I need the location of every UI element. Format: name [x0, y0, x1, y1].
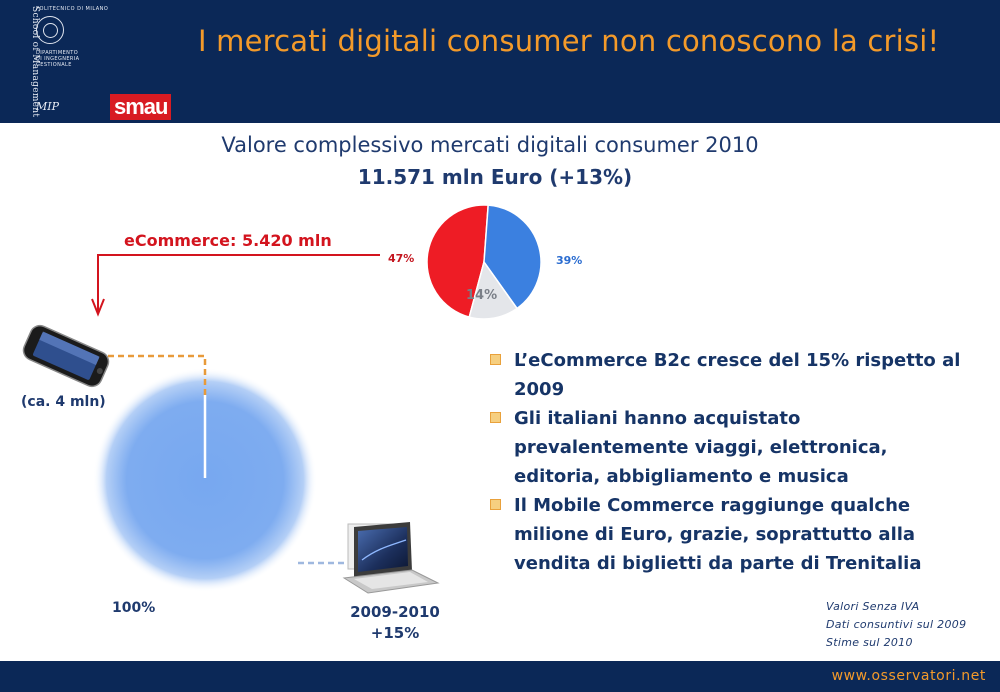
growth-label: 2009-2010 +15%	[340, 602, 450, 644]
bullet-icon	[490, 412, 501, 423]
period-text: 2009-2010	[350, 603, 440, 621]
total-value: 11.571 mln Euro (+13%)	[357, 165, 633, 189]
list-item: Il Mobile Commerce raggiunge qualche mil…	[490, 491, 970, 578]
list-item: L’eCommerce B2c cresce del 15% rispetto …	[490, 346, 970, 404]
bullet-text: L’eCommerce B2c cresce del 15% rispetto …	[514, 350, 961, 400]
pie-slice-other	[468, 260, 519, 320]
phone-connector-line	[108, 354, 207, 395]
bullet-text: Gli italiani hanno acquistato prevalente…	[514, 408, 888, 487]
bullet-icon	[490, 354, 501, 365]
pie-label-ecommerce: 39%	[556, 254, 583, 267]
laptop-icon	[342, 522, 440, 594]
footer-bar: www.osservatori.net	[0, 661, 1000, 692]
smartphone-caption: (ca. 4 mln)	[21, 394, 106, 410]
pie-slice-ecommerce	[483, 204, 542, 310]
ecommerce-circle	[93, 368, 317, 592]
politecnico-text: POLITECNICO DI MILANO	[36, 6, 109, 12]
dipartimento-text: DIPARTIMENTO DI INGEGNERIA GESTIONALE	[36, 50, 80, 68]
list-item: Gli italiani hanno acquistato prevalente…	[490, 404, 970, 491]
header-bar: School of Management POLITECNICO DI MILA…	[0, 0, 1000, 123]
pie-chart	[426, 204, 542, 320]
mip-logo: MIP	[36, 100, 60, 113]
seal-icon	[36, 16, 64, 44]
ecommerce-arrow-line	[97, 254, 380, 300]
bullet-text: Il Mobile Commerce raggiunge qualche mil…	[514, 495, 922, 574]
smartphone-icon	[22, 324, 110, 388]
pie-slice-physical	[426, 204, 489, 318]
pie-label-physical: 47%	[388, 252, 415, 265]
ecommerce-arrow-head	[91, 298, 105, 317]
notes-block: Valori Senza IVA Dati consuntivi sul 200…	[826, 598, 966, 652]
ecommerce-label: eCommerce: 5.420 mln	[124, 231, 332, 250]
chart-title: Valore complessivo mercati digitali cons…	[221, 133, 759, 157]
note-line: Stime sul 2010	[826, 636, 913, 649]
smau-logo: smau	[110, 94, 172, 120]
note-line: Dati consuntivi sul 2009	[826, 618, 967, 631]
growth-text: +15%	[370, 624, 420, 642]
politecnico-logo: School of Management POLITECNICO DI MILA…	[14, 6, 134, 118]
key-findings-list: L’eCommerce B2c cresce del 15% rispetto …	[490, 346, 970, 578]
footer-url: www.osservatori.net	[831, 668, 986, 684]
page-title: I mercati digitali consumer non conoscon…	[198, 24, 940, 58]
bullet-icon	[490, 499, 501, 510]
pie-label-other: 14%	[466, 288, 498, 303]
note-line: Valori Senza IVA	[826, 600, 920, 613]
circle-percent-label: 100%	[112, 600, 156, 616]
